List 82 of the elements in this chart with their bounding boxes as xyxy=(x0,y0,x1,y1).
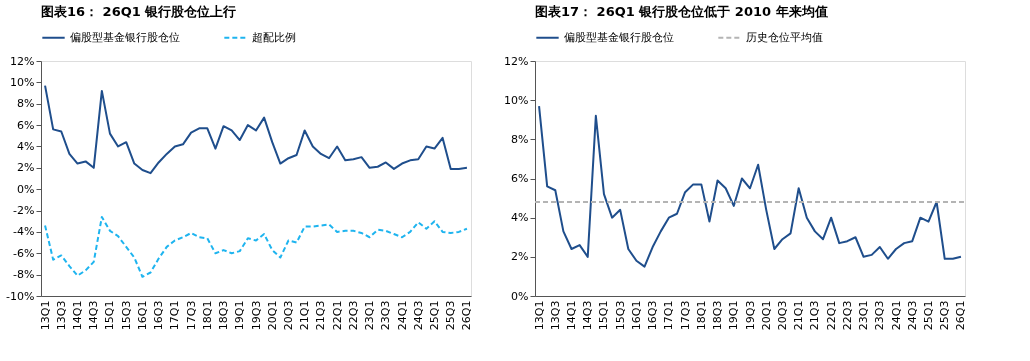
x-tick-label: 14Q3 xyxy=(581,300,595,331)
x-tick-label: 23Q3 xyxy=(873,300,887,331)
y-tick-label: 4% xyxy=(17,139,35,153)
x-tick-label: 16Q1 xyxy=(135,300,149,331)
y-tick-label: 6% xyxy=(511,172,529,185)
x-tick-label: 19Q3 xyxy=(743,300,757,331)
x-tick-label: 15Q1 xyxy=(597,300,611,331)
y-tick-label: 8% xyxy=(511,132,529,146)
x-tick-label: 24Q1 xyxy=(395,300,409,331)
x-tick-label: 17Q1 xyxy=(662,300,676,331)
x-tick-label: 23Q1 xyxy=(363,300,377,331)
y-tick-label: 0% xyxy=(17,182,35,196)
x-tick-label: 26Q1 xyxy=(954,300,968,331)
y-tick-label: 2% xyxy=(511,250,529,264)
x-tick-label: 22Q3 xyxy=(840,300,854,331)
x-tick-label: 13Q3 xyxy=(548,300,562,331)
chart-title: 图表16： 26Q1 银行股仓位上行 xyxy=(41,4,237,19)
x-tick-label: 18Q1 xyxy=(200,300,214,331)
x-tick-label: 24Q3 xyxy=(411,300,425,331)
line-series xyxy=(44,84,468,175)
x-tick-label: 14Q3 xyxy=(87,300,101,331)
legend-label: 偏股型基金银行股仓位 xyxy=(70,30,180,44)
x-tick-label: 18Q3 xyxy=(711,300,725,331)
legend-label: 超配比例 xyxy=(252,30,296,44)
x-tick-label: 13Q1 xyxy=(532,300,546,331)
y-tick-label: 0% xyxy=(511,289,529,303)
y-tick-label: -8% xyxy=(13,268,35,282)
y-tick-label: -10% xyxy=(6,289,35,303)
x-tick-label: 17Q3 xyxy=(184,300,198,331)
x-tick-label: 22Q3 xyxy=(346,300,360,331)
y-tick-label: 2% xyxy=(17,161,35,175)
x-tick-label: 21Q3 xyxy=(808,300,822,331)
x-tick-label: 17Q1 xyxy=(168,300,182,331)
y-tick-label: 4% xyxy=(511,211,529,225)
x-tick-label: 15Q3 xyxy=(613,300,627,331)
y-tick-label: 12% xyxy=(504,54,529,68)
y-tick-label: 8% xyxy=(17,97,35,111)
x-tick-label: 23Q3 xyxy=(379,300,393,331)
x-tick-label: 15Q1 xyxy=(103,300,117,331)
x-tick-label: 21Q1 xyxy=(298,300,312,331)
x-tick-label: 24Q1 xyxy=(889,300,903,331)
x-tick-label: 25Q3 xyxy=(444,300,458,331)
chart-title: 图表17： 26Q1 银行股仓位低于 2010 年来均值 xyxy=(535,4,828,19)
x-tick-label: 18Q1 xyxy=(694,300,708,331)
x-tick-label: 25Q3 xyxy=(938,300,952,331)
x-tick-label: 17Q3 xyxy=(678,300,692,331)
line-series xyxy=(44,215,468,278)
x-tick-label: 13Q1 xyxy=(38,300,52,331)
x-tick-label: 23Q1 xyxy=(857,300,871,331)
x-tick-label: 25Q1 xyxy=(921,300,935,331)
x-tick-label: 25Q1 xyxy=(427,300,441,331)
x-tick-label: 21Q3 xyxy=(314,300,328,331)
y-tick-label: -4% xyxy=(13,225,35,239)
legend-label: 历史仓位平均值 xyxy=(746,30,823,44)
legend-label: 偏股型基金银行股仓位 xyxy=(564,30,674,44)
y-tick-label: -6% xyxy=(13,246,35,260)
line-series xyxy=(538,105,962,268)
y-tick-label: -2% xyxy=(13,204,35,218)
x-tick-label: 20Q1 xyxy=(759,300,773,331)
x-tick-label: 20Q3 xyxy=(281,300,295,331)
x-tick-label: 19Q3 xyxy=(249,300,263,331)
x-tick-label: 22Q1 xyxy=(330,300,344,331)
x-tick-label: 13Q3 xyxy=(54,300,68,331)
x-tick-label: 24Q3 xyxy=(905,300,919,331)
x-tick-label: 20Q1 xyxy=(265,300,279,331)
x-tick-label: 18Q3 xyxy=(217,300,231,331)
x-tick-label: 22Q1 xyxy=(824,300,838,331)
y-tick-label: 12% xyxy=(10,54,35,68)
x-tick-label: 21Q1 xyxy=(792,300,806,331)
x-tick-label: 14Q1 xyxy=(71,300,85,331)
y-tick-label: 10% xyxy=(10,75,35,89)
x-tick-label: 16Q3 xyxy=(152,300,166,331)
x-tick-label: 20Q3 xyxy=(775,300,789,331)
x-tick-label: 16Q3 xyxy=(646,300,660,331)
x-tick-label: 15Q3 xyxy=(119,300,133,331)
x-tick-label: 19Q1 xyxy=(727,300,741,331)
x-tick-label: 19Q1 xyxy=(233,300,247,331)
y-tick-label: 6% xyxy=(17,118,35,132)
x-tick-label: 14Q1 xyxy=(565,300,579,331)
x-tick-label: 26Q1 xyxy=(460,300,474,331)
y-tick-label: 10% xyxy=(504,93,529,107)
x-tick-label: 16Q1 xyxy=(629,300,643,331)
